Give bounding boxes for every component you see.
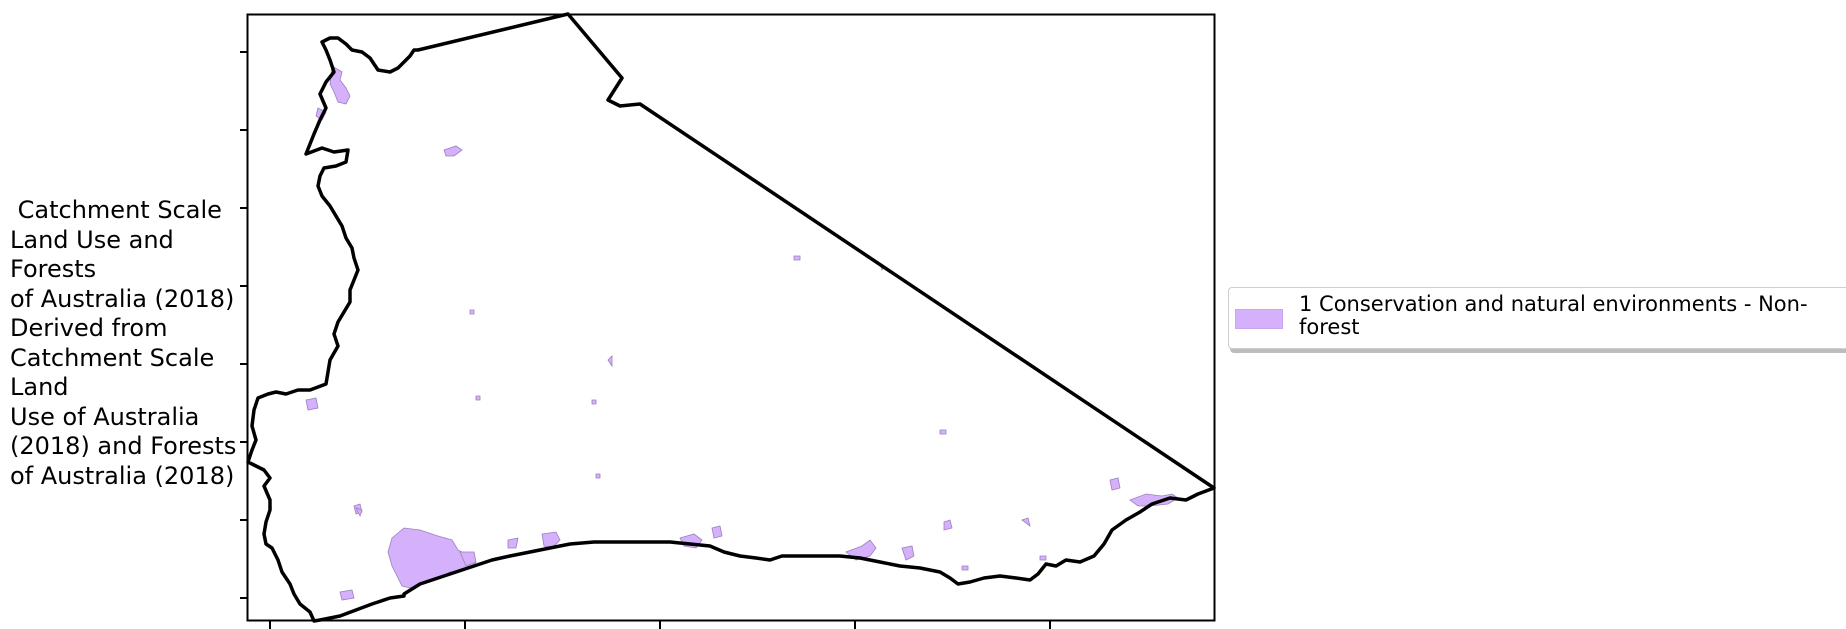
map-axes-frame	[246, 13, 1216, 622]
region-boundary	[246, 12, 1216, 623]
y-axis-ticks	[240, 51, 247, 599]
legend-swatch-conservation	[1235, 309, 1283, 329]
conservation-non-forest-areas	[305, 65, 1179, 601]
legend-label-conservation: 1 Conservation and natural environments …	[1299, 292, 1808, 339]
map-title: Catchment Scale Land Use and Forests of …	[10, 196, 237, 490]
map-legend: 1 Conservation and natural environments …	[1228, 287, 1846, 349]
x-axis-ticks	[269, 621, 1051, 629]
